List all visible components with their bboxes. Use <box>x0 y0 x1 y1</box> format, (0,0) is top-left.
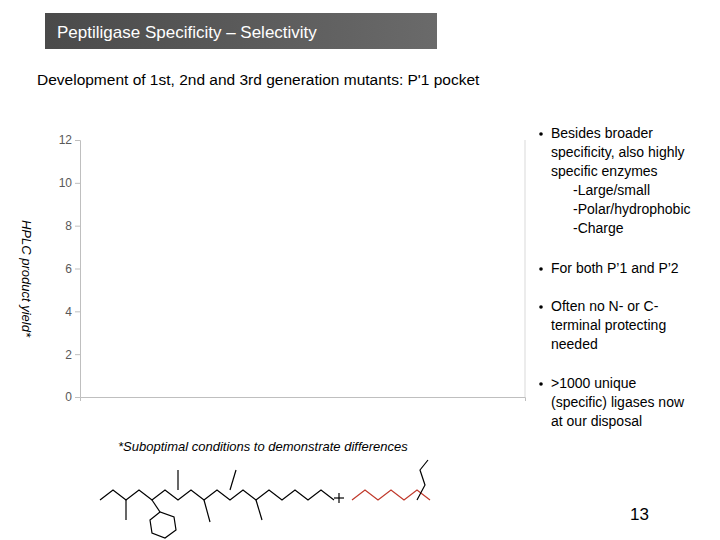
y-tick-mark <box>75 183 80 184</box>
y-axis: 0 2 4 6 8 10 12 <box>59 133 81 404</box>
structure-bond <box>230 470 236 490</box>
y-tick-label: 0 <box>65 390 72 404</box>
subtitle: Development of 1st, 2nd and 3rd generati… <box>37 71 480 88</box>
bullet-text: at our disposal <box>551 413 642 429</box>
y-tick-label: 10 <box>59 176 73 190</box>
page-number: 13 <box>630 505 649 524</box>
bullet-text: (specific) ligases now <box>551 394 685 410</box>
structure-plus <box>338 493 339 503</box>
y-tick-mark <box>75 269 80 270</box>
y-tick: 8 <box>65 219 80 233</box>
x-axis-line <box>81 398 526 402</box>
bullet-text: Besides broader <box>551 125 653 141</box>
y-tick: 12 <box>59 133 80 147</box>
y-tick-mark <box>75 311 80 312</box>
y-tick-mark <box>75 397 80 398</box>
y-axis-title: HPLC product yield* <box>19 220 34 338</box>
structure-bond <box>256 500 262 520</box>
structure-bond <box>204 500 210 522</box>
bullet-dot <box>539 132 543 136</box>
y-tick-label: 8 <box>65 219 72 233</box>
bullet-dot <box>539 267 543 271</box>
y-tick-label: 2 <box>65 348 72 362</box>
bullet-dot <box>539 382 543 386</box>
x-axis <box>81 398 526 402</box>
y-tick-label: 6 <box>65 262 72 276</box>
structure-bond <box>177 470 178 490</box>
bullet-text: terminal protecting <box>551 317 666 333</box>
bullet-subitem: -Polar/hydrophobic <box>573 201 691 217</box>
bullet-list: Besides broader specificity, also highly s… <box>539 125 690 429</box>
slide: Peptiligase Specificity – Selectivity Dev… <box>0 0 720 540</box>
bullet-dot <box>539 305 543 309</box>
bullet-text: >1000 unique <box>551 375 636 391</box>
bullet-text: For both P’1 and P’2 <box>551 260 679 276</box>
title: Peptiligase Specificity – Selectivity <box>57 23 317 42</box>
footnote: *Suboptimal conditions to demonstrate di… <box>118 439 408 454</box>
structure-sidechain <box>417 460 428 500</box>
structure-bond <box>125 500 126 520</box>
structure-ring <box>150 512 176 538</box>
bullet-text: specificity, also highly <box>551 144 685 160</box>
bullet-text: Often no N- or C- <box>551 298 659 314</box>
bullet-subitem: -Charge <box>573 220 624 236</box>
y-tick-mark <box>75 140 80 141</box>
structure-sketch <box>100 460 430 538</box>
y-tick: 2 <box>65 348 80 362</box>
title-banner <box>45 13 437 49</box>
y-tick-label: 12 <box>59 133 73 147</box>
y-tick: 4 <box>65 305 80 319</box>
y-tick: 6 <box>65 262 80 276</box>
plot-frame <box>525 140 526 397</box>
bullet-subitem: -Large/small <box>573 182 650 198</box>
structure-bond <box>152 500 160 512</box>
y-tick-mark <box>75 226 80 227</box>
structure-backbone <box>100 490 334 500</box>
y-tick: 10 <box>59 176 80 190</box>
y-tick-label: 4 <box>65 305 72 319</box>
bullet-text: needed <box>551 336 598 352</box>
y-tick-mark <box>75 354 80 355</box>
y-axis-line <box>75 141 81 398</box>
bullet-text: specific enzymes <box>551 163 658 179</box>
y-tick: 0 <box>65 390 80 404</box>
